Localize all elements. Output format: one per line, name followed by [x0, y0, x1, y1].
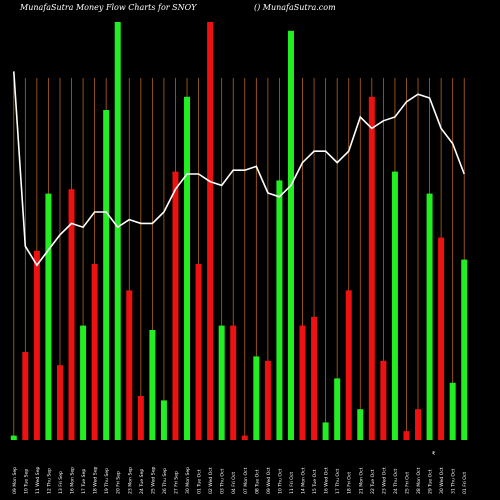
bar [287, 30, 294, 441]
bar [184, 96, 191, 441]
x-tick-label: 25 Fri Oct [404, 472, 410, 494]
bar [195, 264, 202, 440]
bar [45, 193, 52, 440]
x-tick-label: 29 Tue Oct [428, 469, 434, 494]
x-tick-label: 18 Fri Oct [347, 472, 353, 494]
x-tick-label: 17 Tue Sep [81, 469, 87, 494]
x-tick-label: 01 Fri Oct [462, 472, 468, 494]
x-tick-label: 09 Mon Sep [12, 467, 18, 494]
x-tick-label: 25 Wed Sep [150, 466, 156, 494]
x-tick-label: 16 Wed Oct [324, 467, 330, 494]
bar [299, 325, 306, 440]
bar [380, 360, 387, 440]
money-flow-line-path [13, 71, 465, 267]
x-tick-label: 13 Fri Sep [58, 471, 64, 494]
x-tick-label: 03 Thu Oct [220, 468, 226, 494]
bar [438, 237, 445, 440]
x-tick-label: 09 Wed Oct [266, 467, 272, 494]
bar [56, 365, 63, 440]
bar [114, 22, 121, 440]
bar [218, 325, 225, 440]
x-tick-label: 18 Wed Sep [93, 466, 99, 494]
x-tick-label: 30 Mon Sep [185, 467, 191, 494]
bar [264, 360, 271, 440]
bar [391, 171, 398, 440]
bar [415, 409, 422, 440]
x-tick-label: 17 Thu Oct [335, 468, 341, 494]
x-tick-label: 04 Fri Oct [231, 472, 237, 494]
bar [80, 325, 87, 440]
x-tick-label: 16 Mon Sep [70, 467, 76, 494]
bar [68, 189, 75, 440]
x-tick-label: 28 Mon Oct [416, 467, 422, 494]
x-tick-label: 31 Thu Oct [451, 468, 457, 494]
bar [230, 325, 237, 440]
bar [22, 352, 29, 440]
bar [149, 330, 156, 440]
bar [253, 356, 260, 440]
bar [172, 171, 179, 440]
x-tick-label: 12 Thu Sep [46, 468, 52, 494]
x-tick-label: 24 Thu Oct [393, 468, 399, 494]
bar [322, 422, 329, 440]
bar [10, 435, 17, 440]
x-tick-label: 10 Thu Oct [277, 468, 283, 494]
bar [33, 250, 40, 440]
bar [403, 431, 410, 440]
bar [241, 435, 248, 440]
bar [126, 290, 133, 440]
x-tick-label: 26 Thu Sep [162, 468, 168, 494]
money-flow-line [13, 71, 465, 267]
x-tick-label: 20 Fri Sep [116, 471, 122, 494]
x-tick-label: 21 Mon Oct [358, 467, 364, 494]
axis-mark: ₹ [432, 451, 435, 457]
bar [137, 396, 144, 440]
x-tick-label: 02 Wed Oct [208, 467, 214, 494]
chart-title: MunafaSutra Money Flow Charts for SNOY [19, 3, 197, 12]
x-tick-label: 19 Thu Sep [104, 468, 110, 494]
x-tick-label: 14 Mon Oct [301, 467, 307, 494]
x-tick-label: 30 Wed Oct [439, 467, 445, 494]
bar [345, 290, 352, 440]
bar [426, 193, 433, 440]
bar [103, 110, 110, 440]
bar [461, 259, 468, 440]
x-tick-label: 22 Tue Oct [370, 469, 376, 494]
x-tick-label: 15 Tue Oct [312, 469, 318, 494]
x-tick-label: 23 Wed Oct [381, 467, 387, 494]
bar [368, 96, 375, 441]
x-tick-label: 10 Tue Sep [23, 469, 29, 494]
x-tick-label: 07 Mon Oct [243, 467, 249, 494]
bar [207, 22, 214, 440]
x-tick-label: 08 Tue Oct [254, 469, 260, 494]
x-tick-label: 24 Tue Sep [139, 469, 145, 494]
bar [357, 409, 364, 440]
watermark: () MunafaSutra.com [254, 3, 336, 12]
bars [10, 22, 468, 441]
bar [311, 316, 318, 440]
bar [91, 264, 98, 440]
bar [334, 378, 341, 440]
x-tick-labels: 01 Fri Oct 31 Thu Oct 30 Wed Oct 29 Tue Oct… [12, 466, 468, 494]
bar [449, 382, 456, 440]
x-tick-label: 01 Tue Oct [197, 469, 203, 494]
bar [160, 400, 167, 440]
x-tick-label: 11 Wed Sep [35, 466, 41, 494]
x-tick-label: 11 Fri Oct [289, 472, 295, 494]
x-tick-label: 27 Fri Sep [173, 471, 179, 494]
x-tick-label: 23 Mon Sep [127, 467, 133, 494]
bar [276, 180, 283, 440]
